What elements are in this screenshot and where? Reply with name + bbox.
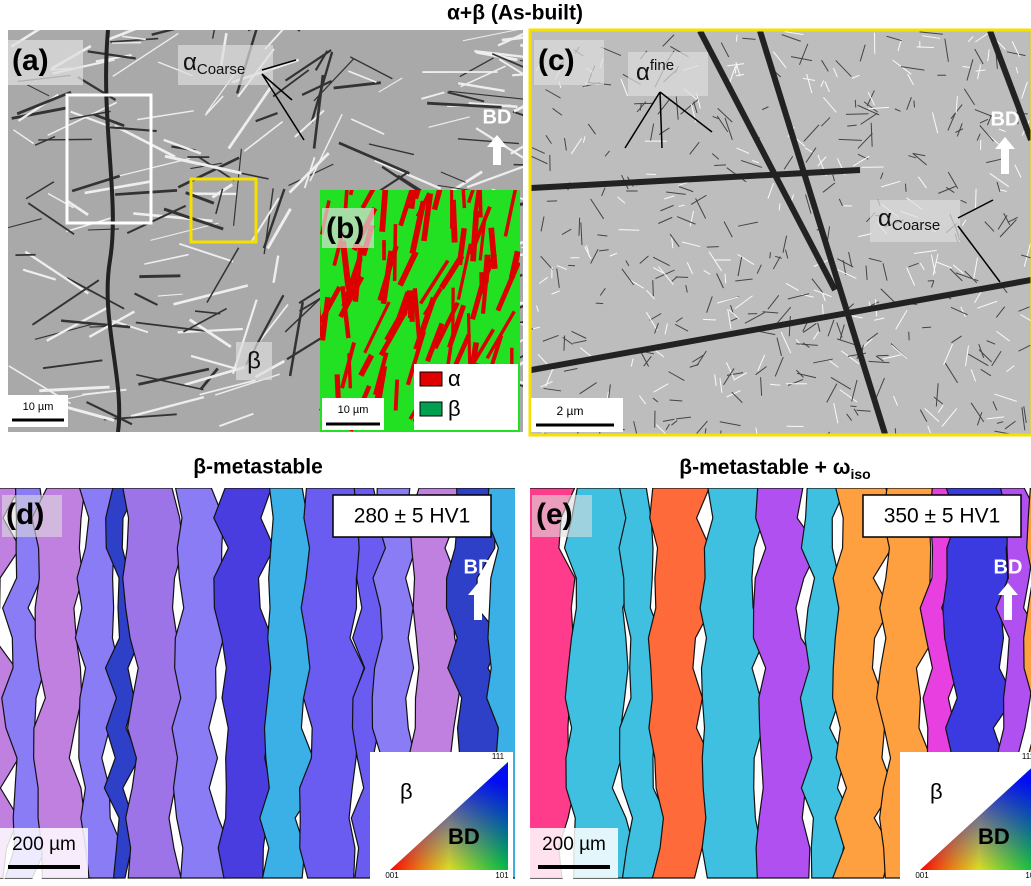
scale-label: 2 µm [557,404,584,418]
lath [349,353,350,388]
grain [700,488,765,878]
fine-lath [703,319,716,320]
hardness: 280 ± 5 HV1 [354,505,471,528]
grain [172,488,230,878]
panel-c [516,31,1031,453]
needle [139,276,180,277]
fine-lath [707,247,719,248]
ipf-corner: 111 [1022,752,1031,761]
legend-label: α [448,366,461,391]
fine-lath [564,336,565,351]
needle [299,0,307,31]
fine-lath [653,280,654,296]
fine-lath [917,47,934,48]
ipf-corner: 111 [492,752,505,761]
panel-label: (e) [536,498,573,531]
phase-label: β [247,347,261,374]
legend-swatch [420,402,442,416]
lath [468,313,469,373]
fine-lath [579,218,580,236]
panel-label: (d) [6,498,44,531]
ipf-direction: BD [448,824,480,849]
panel-heading: β-metastable + ωiso [679,456,870,482]
legend-swatch [420,372,442,386]
ipf-phase: β [400,779,413,804]
needle [248,20,273,31]
panel-heading: β-metastable [193,456,323,479]
ipf-corner: 001 [915,871,929,880]
panel-label: (a) [12,44,49,77]
lath [473,211,476,261]
ipf-direction: BD [978,824,1010,849]
fine-lath [850,406,856,407]
bd-label: BD [994,556,1023,578]
hardness: 350 ± 5 HV1 [884,505,1001,528]
fine-lath [976,189,977,209]
bd-label: BD [991,108,1020,130]
fine-lath [770,252,771,258]
bd-label: BD [483,106,512,128]
fine-lath [619,230,640,231]
bd-label: BD [464,556,493,578]
fine-lath [714,165,726,166]
fine-lath [855,100,856,108]
ipf-corner: 101 [495,871,509,880]
fine-lath [725,274,726,284]
lath [453,200,455,243]
ipf-corner: 101 [1025,871,1031,880]
scale-label: 10 µm [338,404,369,416]
lath [396,380,398,411]
ipf-corner: 001 [385,871,399,880]
legend-label: β [448,396,461,421]
lath [491,228,495,269]
scale-label: 200 µm [542,834,606,855]
scale-label: 200 µm [12,834,76,855]
ipf-phase: β [930,779,943,804]
fine-lath [922,327,931,328]
panel-label: (c) [538,44,575,77]
figure-title: α+β (As-built) [447,2,583,25]
fine-lath [846,114,868,115]
fine-lath [905,184,906,192]
panel-label: (b) [326,212,364,245]
fine-lath [914,100,915,107]
scale-label: 10 µm [23,401,54,413]
